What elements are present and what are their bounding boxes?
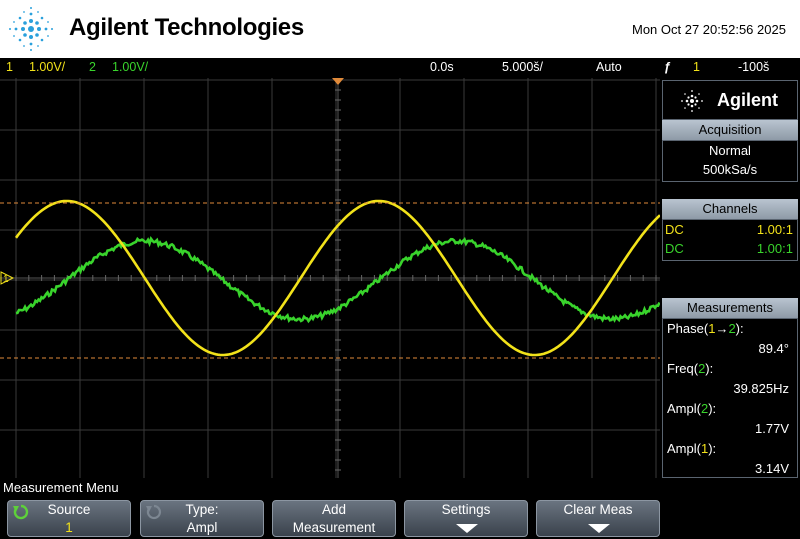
ch2-number[interactable]: 2 [89, 60, 96, 74]
meas-ampl1-value: 3.14V [755, 461, 789, 476]
ch2-scale[interactable]: 1.00V/ [112, 60, 149, 74]
ch1-ground-label: 1 [3, 274, 9, 285]
time-scale[interactable]: 5.000š/ [502, 60, 544, 74]
ch2-waveform [15, 236, 660, 324]
ch1-ground-marker-icon[interactable] [0, 271, 15, 285]
acquisition-mode: Normal [709, 143, 751, 158]
type-value: Ampl [186, 520, 218, 535]
meas-phase-label: Phase(1→2): [667, 321, 744, 336]
trigger-edge-icon: ƒ [664, 60, 671, 74]
menu-title: Measurement Menu [3, 480, 119, 495]
acquisition-box: Normal 500kSa/s [662, 140, 798, 182]
ch2-coupling: DC [665, 241, 684, 256]
brand-title: Agilent Technologies [69, 14, 304, 41]
settings-label: Settings [441, 502, 491, 517]
meas-ampl2-value: 1.77V [755, 421, 789, 436]
ch1-scale[interactable]: 1.00V/ [29, 60, 66, 74]
side-panel: Agilent Acquisition Normal 500kSa/s Chan… [660, 78, 800, 478]
header-bar: Agilent Technologies Mon Oct 27 20:52:56… [0, 0, 800, 58]
type-softkey[interactable]: Type: Ampl [140, 500, 264, 537]
channels-box: DC 1.00:1 DC 1.00:1 [662, 219, 798, 261]
panel-brand: Agilent [717, 90, 778, 110]
add-label-line2: Measurement [292, 520, 376, 535]
measurements-header[interactable]: Measurements [662, 298, 798, 318]
agilent-small-spark-icon [681, 90, 703, 112]
add-measurement-softkey[interactable]: Add Measurement [272, 500, 396, 537]
meas-freq-value: 39.825Hz [733, 381, 789, 396]
agilent-spark-logo-icon [9, 7, 53, 51]
status-bar: 1 1.00V/ 2 1.00V/ 0.0s 5.000š/ Auto ƒ 1 … [0, 58, 800, 77]
graticule [0, 78, 660, 478]
source-softkey[interactable]: Source 1 [7, 500, 131, 537]
agilent-logo-box: Agilent [662, 80, 798, 120]
trigger-level[interactable]: -100š [738, 60, 770, 74]
meas-freq-label: Freq(2): [667, 361, 714, 376]
datetime-display: Mon Oct 27 20:52:56 2025 [632, 22, 786, 37]
measurements-box: Phase(1→2): 89.4° Freq(2): 39.825Hz Ampl… [662, 318, 798, 478]
source-label: Source [47, 502, 91, 517]
meas-ampl1-label: Ampl(1): [667, 441, 717, 456]
clear-meas-softkey[interactable]: Clear Meas [536, 500, 660, 537]
meas-ampl2-label: Ampl(2): [667, 401, 717, 416]
trigger-position-marker-icon[interactable] [332, 78, 344, 85]
submenu-arrow-down-icon [588, 524, 610, 533]
entry-knob-dim-icon [146, 504, 162, 520]
ch2-probe: 1.00:1 [756, 241, 793, 256]
submenu-arrow-down-icon [456, 524, 478, 533]
meas-phase-value: 89.4° [758, 341, 789, 356]
entry-knob-icon [13, 504, 29, 520]
trigger-source[interactable]: 1 [693, 60, 700, 74]
ch1-number[interactable]: 1 [6, 60, 13, 74]
settings-softkey[interactable]: Settings [404, 500, 528, 537]
acquisition-rate: 500kSa/s [702, 162, 758, 177]
ch1-probe: 1.00:1 [756, 222, 793, 237]
trigger-mode[interactable]: Auto [596, 60, 622, 74]
waveform-display[interactable]: 1 [0, 78, 660, 478]
add-label-line1: Add [321, 502, 347, 517]
type-label: Type: [185, 502, 219, 517]
time-offset[interactable]: 0.0s [430, 60, 454, 74]
clear-meas-label: Clear Meas [563, 502, 633, 517]
ch1-waveform [14, 199, 660, 357]
source-value: 1 [65, 520, 73, 535]
acquisition-header[interactable]: Acquisition [662, 120, 798, 140]
channels-header[interactable]: Channels [662, 199, 798, 219]
ch1-coupling: DC [665, 222, 684, 237]
